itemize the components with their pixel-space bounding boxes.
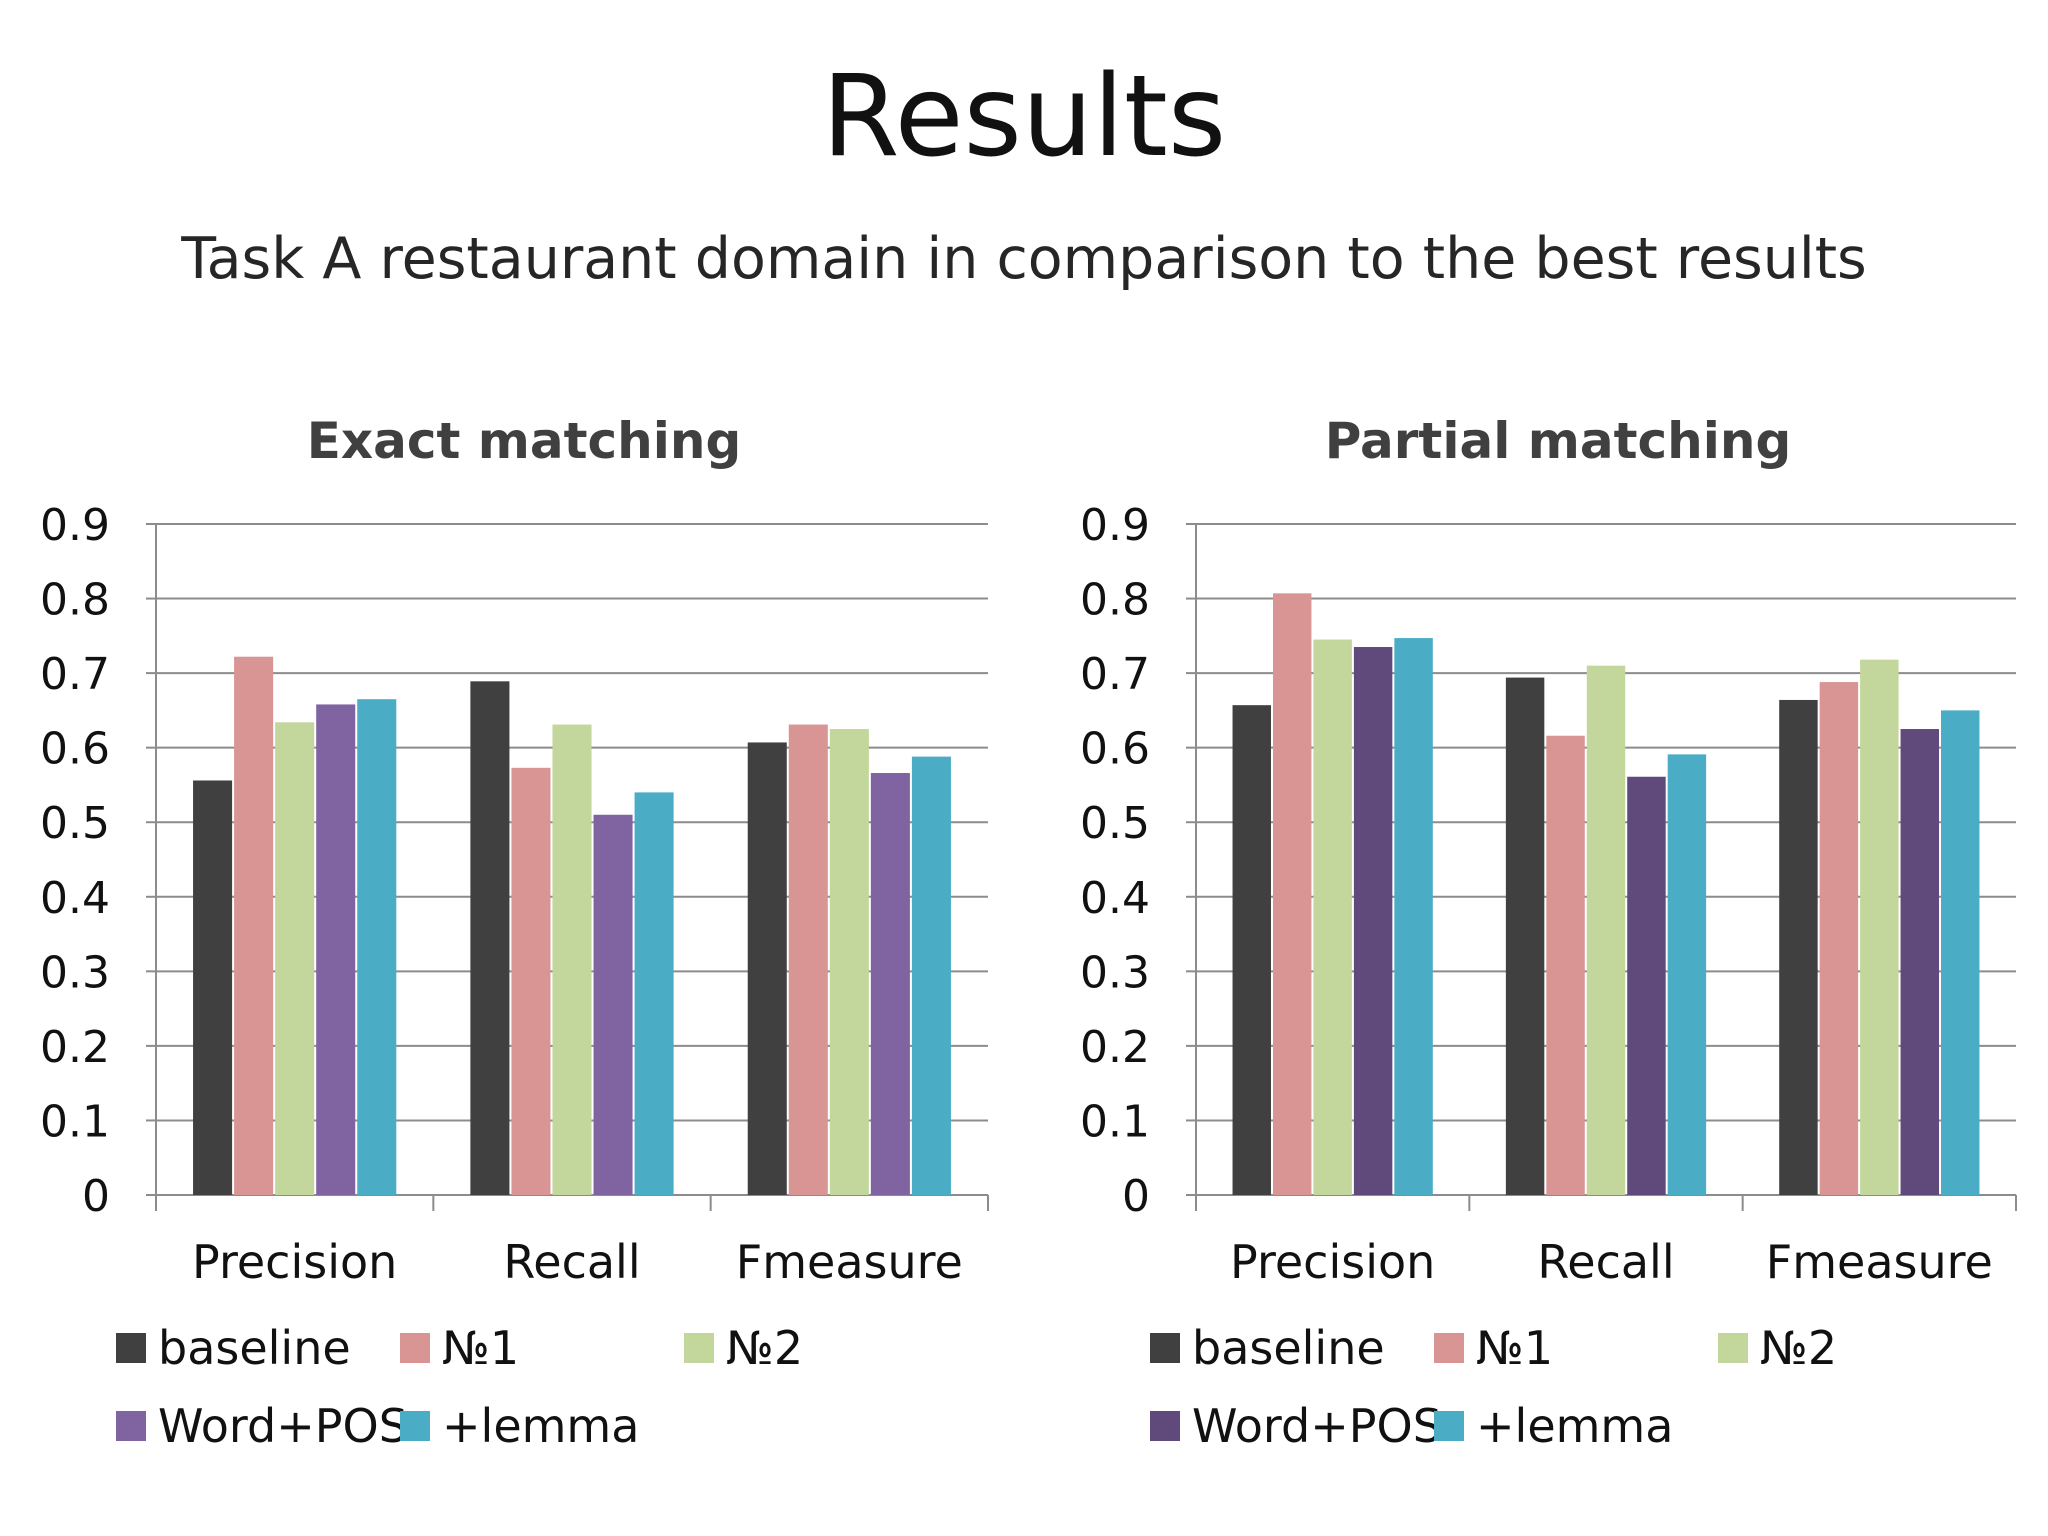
legend-item: baseline [116,1321,351,1375]
legend-swatch [400,1411,430,1441]
y-tick-label: 0.8 [40,575,110,626]
chart-exact-matching: Exact matching 0 0.1 0.2 0.3 0.4 0.5 0.6 0.7 0.8 0… [40,412,989,1453]
bar-precision-1 [1232,705,1271,1195]
bar-recall-3 [1586,665,1626,1195]
bar-fmeasure-3 [1860,659,1899,1195]
legend-item: Word+POS [116,1399,408,1453]
y-tick-label: 0.7 [40,649,110,700]
bar-precision-2 [1272,593,1312,1195]
bar-fmeasure-4 [1900,729,1940,1195]
legend-swatch [1434,1333,1464,1363]
x-tick-label: Fmeasure [736,1235,963,1289]
y-tick-label: 0.6 [40,724,110,775]
y-tick-label: 0.3 [1080,947,1150,998]
bar-fmeasure-1 [1779,699,1818,1195]
bar-fmeasure-1 [747,742,787,1195]
legend-swatch [1718,1333,1748,1363]
bar-recall-2 [511,767,551,1195]
y-tick-label: 0.4 [40,873,110,924]
legend-item: №2 [1718,1321,1837,1375]
bar-fmeasure-5 [1941,710,1980,1195]
legend-swatch [116,1411,146,1441]
y-tick-label: 0.9 [1080,500,1150,551]
bar-precision-4 [1353,647,1393,1195]
bar-fmeasure-2 [1819,682,1859,1195]
legend-label: baseline [158,1321,351,1375]
legend-swatch [684,1333,714,1363]
y-tick-label: 0.7 [1080,649,1150,700]
legend-label: +lemma [1476,1399,1673,1453]
y-tick-label: 0.8 [1080,575,1150,626]
legend-swatch [400,1333,430,1363]
bar-recall-4 [1627,776,1666,1195]
bar-recall-5 [1667,754,1707,1195]
y-tick-label: 0.9 [40,500,110,551]
y-tick-label: 0.1 [40,1096,110,1147]
legend-swatch [1150,1411,1180,1441]
bar-recall-3 [552,724,592,1195]
bar-precision-5 [1394,638,1433,1195]
legend-item: №2 [684,1321,803,1375]
x-tick-label: Fmeasure [1766,1235,1993,1289]
bar-precision-3 [1313,639,1352,1195]
legend-swatch [116,1333,146,1363]
legend-item: №1 [1434,1321,1553,1375]
bar-recall-2 [1546,735,1585,1195]
legend-label: №1 [442,1321,519,1375]
bar-recall-1 [1505,677,1545,1195]
bar-fmeasure-2 [788,724,828,1195]
bar-fmeasure-3 [829,729,869,1195]
legend-item: №1 [400,1321,519,1375]
legend-label: Word+POS [158,1399,408,1453]
legend-label: №1 [1476,1321,1553,1375]
legend-item: Word+POS [1150,1399,1442,1453]
bar-recall-5 [634,792,674,1195]
y-tick-label: 0 [82,1171,110,1222]
bar-precision-2 [234,656,274,1195]
bar-precision-5 [357,699,397,1195]
legend-label: №2 [1760,1321,1837,1375]
x-tick-label: Precision [1230,1235,1435,1289]
y-tick-label: 0.2 [1080,1022,1150,1073]
slide-title: Results [821,52,1227,182]
legend-swatch [1150,1333,1180,1363]
chart-title: Exact matching [307,412,742,470]
bar-precision-1 [193,780,233,1195]
legend-label: baseline [1192,1321,1385,1375]
legend-item: +lemma [1434,1399,1673,1453]
legend-label: Word+POS [1192,1399,1442,1453]
chart-title: Partial matching [1325,412,1792,470]
legend-label: №2 [726,1321,803,1375]
legend-item: baseline [1150,1321,1385,1375]
x-tick-label: Precision [192,1235,397,1289]
bar-recall-4 [593,814,633,1195]
legend-label: +lemma [442,1399,639,1453]
y-tick-label: 0 [1122,1171,1150,1222]
bar-fmeasure-5 [911,756,951,1195]
bar-precision-3 [275,722,315,1195]
y-tick-label: 0.5 [1080,798,1150,849]
slide-subtitle: Task A restaurant domain in comparison t… [181,226,1867,292]
bar-precision-4 [316,704,356,1195]
x-tick-label: Recall [503,1235,640,1289]
y-tick-label: 0.5 [40,798,110,849]
y-tick-label: 0.6 [1080,724,1150,775]
bar-fmeasure-4 [870,773,910,1195]
bar-recall-1 [470,681,510,1195]
x-tick-label: Recall [1537,1235,1674,1289]
y-tick-label: 0.1 [1080,1096,1150,1147]
y-tick-label: 0.2 [40,1022,110,1073]
y-tick-label: 0.3 [40,947,110,998]
chart-partial-matching: Partial matching 0 0.1 0.2 0.3 0.4 0.5 0.6 0.7 0.… [1080,412,2017,1453]
legend-item: +lemma [400,1399,639,1453]
legend-swatch [1434,1411,1464,1441]
y-tick-label: 0.4 [1080,873,1150,924]
